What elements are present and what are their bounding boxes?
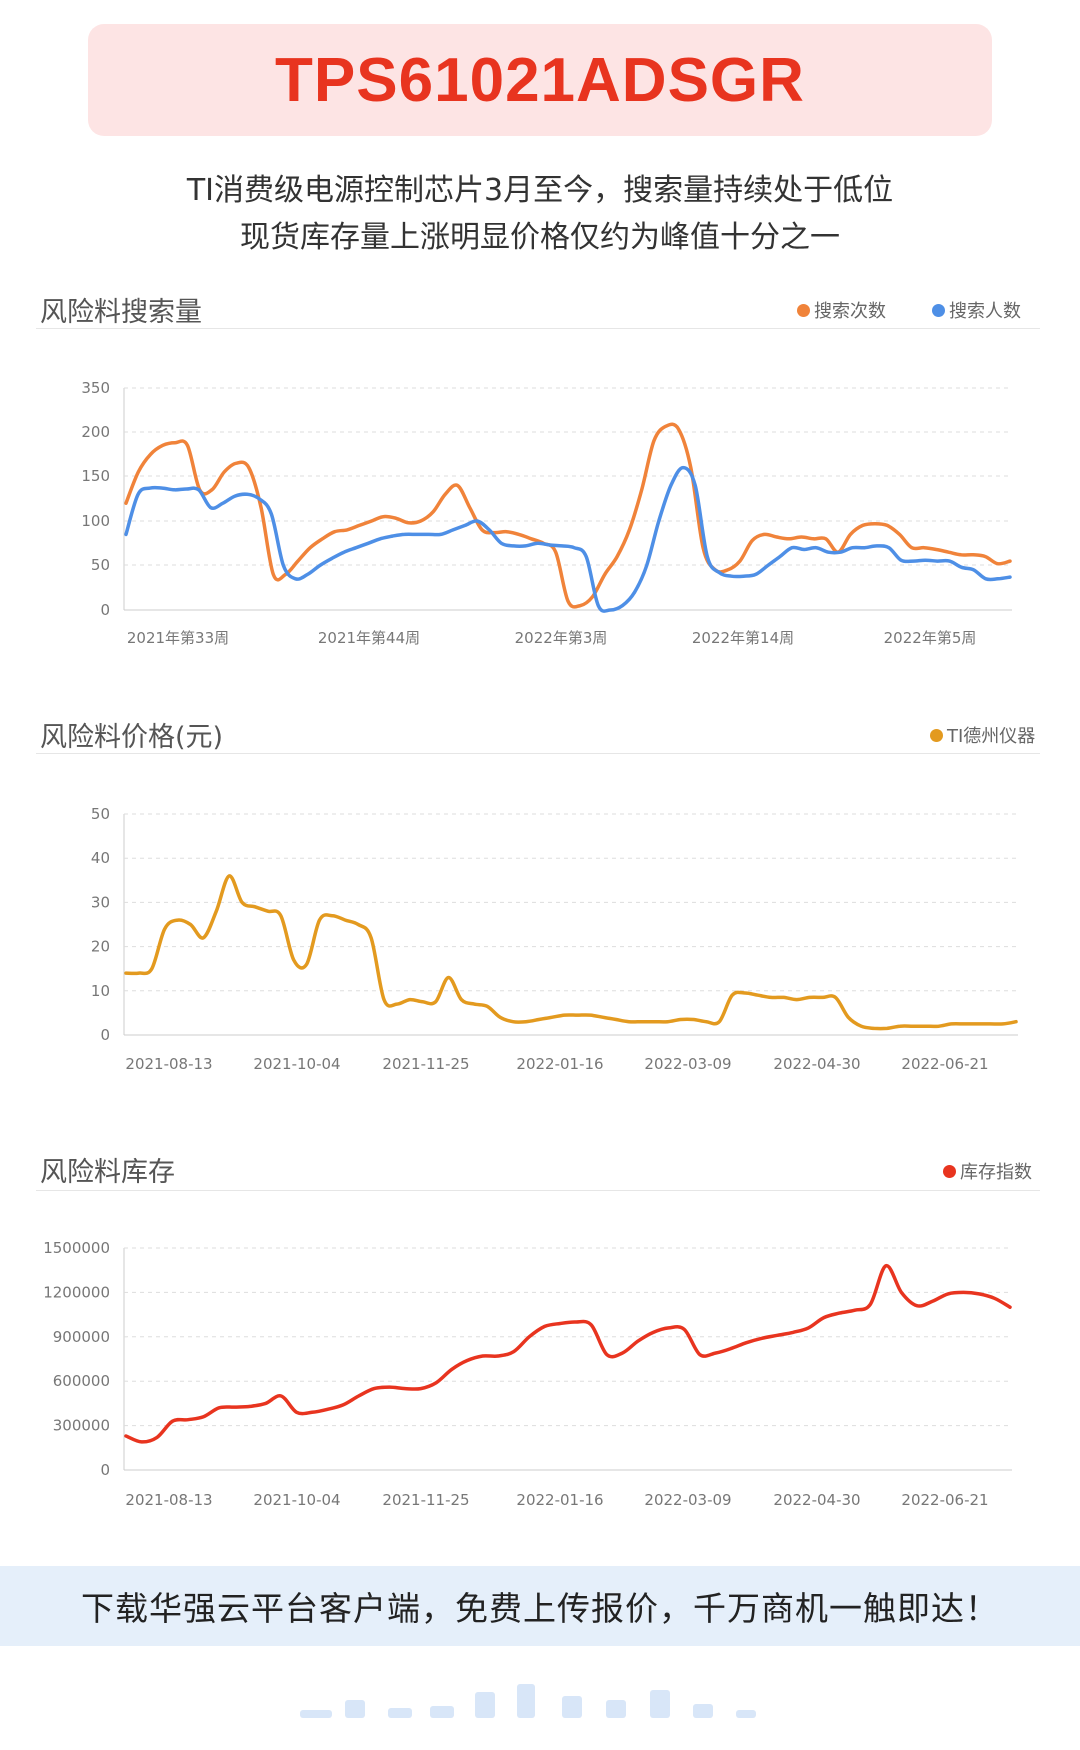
x-tick-label: 2022-03-09: [644, 1055, 731, 1073]
deco-bar: [430, 1706, 454, 1718]
banner-text: 下载华强云平台客户端，免费上传报价，千万商机一触即达！: [81, 1589, 999, 1628]
series-line-1: [124, 1264, 1012, 1444]
y-tick-label: 0: [100, 1026, 110, 1044]
y-tick-label: 200: [81, 423, 110, 441]
y-tick-label: 1500000: [43, 1239, 110, 1257]
x-tick-label: 2021-11-25: [382, 1055, 469, 1073]
deco-bar: [345, 1700, 365, 1718]
y-tick-label: 0: [100, 1461, 110, 1479]
y-tick-label: 10: [91, 982, 110, 1000]
y-tick-label: 50: [91, 805, 110, 823]
section-divider: [36, 753, 1040, 754]
legend-ti: TI德州仪器: [930, 722, 1035, 748]
inventory-chart-title: 风险料库存: [40, 1157, 175, 1188]
x-tick-label: 2021-10-04: [253, 1055, 340, 1073]
page-title: TPS61021ADSGR: [275, 45, 805, 115]
y-tick-label: 150: [81, 467, 110, 485]
legend-search-people: 搜索人数: [932, 297, 1021, 323]
x-tick-label: 2022-06-21: [901, 1055, 988, 1073]
legend-label: 搜索人数: [949, 301, 1021, 322]
legend-marker: [943, 1164, 956, 1178]
legend-inventory: 库存指数: [943, 1158, 1032, 1184]
x-tick-label: 2022-03-09: [644, 1491, 731, 1509]
legend-marker: [930, 728, 943, 742]
y-tick-label: 20: [91, 938, 110, 956]
x-tick-label: 2021年第33周: [127, 629, 229, 647]
y-tick-label: 100: [81, 512, 110, 530]
download-banner[interactable]: 下载华强云平台客户端，免费上传报价，千万商机一触即达！: [0, 1566, 1080, 1646]
y-tick-label: 50: [91, 556, 110, 574]
section-divider: [36, 328, 1040, 329]
legend-label: TI德州仪器: [947, 726, 1036, 747]
y-tick-label: 900000: [53, 1328, 110, 1346]
deco-bar: [562, 1696, 582, 1718]
subtitle-line1: TI消费级电源控制芯片3月至今，搜索量持续处于低位: [186, 173, 894, 208]
x-tick-label: 2021-10-04: [253, 1491, 340, 1509]
deco-bar: [650, 1690, 670, 1718]
x-tick-label: 2022年第5周: [884, 629, 977, 647]
x-tick-label: 2021-08-13: [125, 1491, 212, 1509]
y-tick-label: 600000: [53, 1372, 110, 1390]
legend-marker: [932, 303, 945, 317]
legend-search-count: 搜索次数: [797, 297, 886, 323]
inventory-chart: 0 300000 600000 900000 1200000 1500000 2021-08…: [43, 1239, 1012, 1509]
section-divider: [36, 1190, 1040, 1191]
legend-label: 库存指数: [960, 1162, 1032, 1183]
legend-label: 搜索次数: [814, 301, 886, 322]
series-line-1: [124, 874, 1018, 1031]
deco-bar: [475, 1692, 495, 1718]
y-tick-label: 1200000: [43, 1283, 110, 1301]
price-chart-title: 风险料价格(元): [40, 722, 224, 753]
deco-bar: [606, 1700, 626, 1718]
y-tick-label: 300000: [53, 1417, 110, 1435]
deco-bar: [388, 1708, 412, 1718]
series-line-2: [124, 465, 1012, 613]
x-tick-label: 2022-04-30: [773, 1491, 860, 1509]
deco-bar: [693, 1704, 713, 1718]
x-tick-label: 2022-01-16: [516, 1055, 603, 1073]
x-tick-label: 2021年第44周: [318, 629, 420, 647]
x-tick-label: 2021-08-13: [125, 1055, 212, 1073]
deco-bar: [517, 1684, 535, 1718]
x-tick-label: 2022-04-30: [773, 1055, 860, 1073]
series-line-1: [124, 422, 1012, 609]
y-tick-label: 350: [81, 379, 110, 397]
price-chart: 0 10 20 30 40 50 2021-08-13 2021-10-04 2021-11-2…: [91, 805, 1018, 1073]
legend-marker: [797, 303, 810, 317]
title-banner: TPS61021ADSGR: [88, 24, 992, 136]
y-tick-label: 0: [100, 601, 110, 619]
y-tick-label: 30: [91, 893, 110, 911]
search-chart-title: 风险料搜索量: [40, 297, 202, 328]
decorative-bars: [300, 1684, 756, 1718]
x-tick-label: 2022年第3周: [515, 629, 608, 647]
x-tick-label: 2022-01-16: [516, 1491, 603, 1509]
x-tick-label: 2022年第14周: [692, 629, 794, 647]
deco-bar: [300, 1710, 332, 1718]
y-tick-label: 40: [91, 849, 110, 867]
search-volume-chart: 0 50 100 150 200 350 2021年第33周 2021年第44周 2022年第3…: [81, 379, 1012, 647]
deco-bar: [736, 1710, 756, 1718]
subtitle-line2: 现货库存量上涨明显价格仅约为峰值十分之一: [240, 220, 840, 255]
x-tick-label: 2021-11-25: [382, 1491, 469, 1509]
x-tick-label: 2022-06-21: [901, 1491, 988, 1509]
